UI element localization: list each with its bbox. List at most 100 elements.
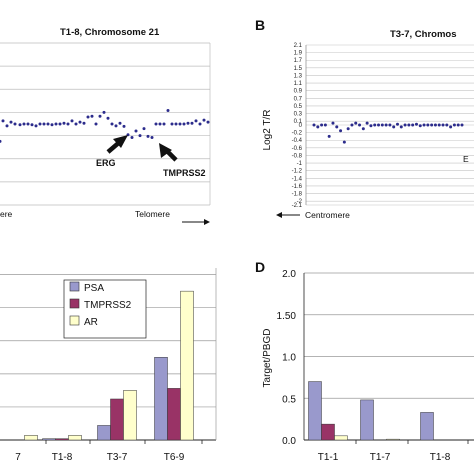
panel-d-label: D — [255, 259, 265, 275]
legend-label: TMPRSS2 — [84, 300, 132, 311]
data-point — [146, 134, 150, 138]
data-point — [384, 123, 388, 127]
data-point — [70, 119, 74, 123]
data-point — [66, 122, 70, 126]
data-point — [18, 123, 22, 127]
data-point — [395, 122, 399, 126]
bar — [123, 390, 137, 441]
data-point — [130, 136, 134, 139]
data-point — [377, 123, 381, 127]
y-tick-label: -0.8 — [292, 153, 303, 159]
y-tick-label: -0.6 — [292, 146, 303, 152]
bar — [420, 412, 434, 441]
data-point — [449, 125, 453, 129]
legend-swatch — [69, 315, 80, 326]
y-tick-label: 0.5 — [294, 104, 303, 110]
chart-b-x-left-label: Centromere — [305, 210, 350, 220]
data-point — [339, 129, 343, 133]
data-point — [316, 125, 320, 129]
data-point — [94, 122, 98, 126]
arrow-erg-icon — [106, 135, 128, 154]
data-point — [335, 125, 339, 129]
chart-a-x-left-label: ere — [0, 209, 13, 219]
chart-a-x-right-label: Telomere — [135, 209, 170, 219]
data-point — [411, 123, 415, 127]
chart-b-y-label: Log2 T/R — [262, 110, 273, 151]
data-point — [138, 134, 142, 138]
y-tick-label: 2.0 — [282, 269, 296, 280]
data-point — [118, 121, 122, 125]
data-point — [312, 123, 316, 127]
data-point — [430, 123, 434, 127]
chart-d-grid — [303, 272, 474, 441]
bar — [97, 425, 111, 441]
data-point — [142, 127, 146, 131]
annotation-tmprss2: TMPRSS2 — [163, 168, 206, 178]
x-tick-label: T1-1 — [318, 452, 339, 463]
chart-a-points — [0, 109, 210, 143]
data-point — [46, 122, 50, 126]
x-tick-label: 7 — [15, 452, 21, 463]
panel-c: 7 T1-8 T3-7 T6-9 PSA TMPRSS2 AR — [0, 268, 217, 463]
data-point — [186, 121, 190, 125]
data-point — [346, 127, 350, 131]
data-point — [388, 123, 392, 127]
data-point — [34, 124, 38, 128]
y-tick-label: -2 — [297, 199, 303, 205]
panel-d: D 0.0 0.5 1.0 1.50 2.0 T1-1 T1-7 T1-8 Target/P… — [255, 259, 474, 463]
legend-swatch — [69, 298, 80, 309]
data-point — [365, 121, 369, 125]
legend-label: PSA — [84, 283, 104, 294]
data-point — [122, 124, 126, 128]
y-tick-label: 1.5 — [294, 66, 303, 72]
data-point — [114, 124, 118, 128]
chart-d-y-ticks: 0.0 0.5 1.0 1.50 2.0 — [277, 269, 297, 447]
arrow-left-icon — [276, 212, 300, 218]
data-point — [361, 127, 365, 131]
x-tick-label: T1-7 — [370, 452, 391, 463]
x-tick-label: T1-8 — [52, 452, 73, 463]
y-tick-label: -1.6 — [292, 184, 303, 190]
data-point — [418, 124, 422, 128]
data-point — [90, 114, 94, 118]
data-point — [350, 123, 354, 127]
data-point — [399, 125, 403, 129]
data-point — [327, 134, 331, 138]
data-point — [460, 123, 464, 127]
legend-swatch — [69, 281, 80, 292]
data-point — [42, 122, 46, 126]
chart-b-y-ticks: 2.11.91.71.51.31.10.90.70.50.30.10-0.2-0… — [292, 43, 303, 209]
y-tick-label: 1.1 — [294, 81, 303, 87]
data-point — [166, 109, 170, 112]
data-point — [174, 122, 178, 126]
data-point — [162, 122, 166, 126]
data-point — [320, 123, 324, 127]
data-point — [342, 140, 346, 144]
data-point — [190, 121, 194, 125]
data-point — [422, 123, 426, 127]
chart-b-points — [312, 121, 464, 144]
data-point — [206, 120, 210, 124]
data-point — [13, 122, 17, 126]
data-point — [403, 123, 407, 127]
data-point — [158, 122, 162, 126]
annotation-erg: ERG — [96, 158, 116, 168]
data-point — [380, 123, 384, 127]
data-point — [178, 122, 182, 126]
data-point — [456, 123, 460, 127]
bar — [180, 290, 194, 441]
y-tick-label: 0.1 — [294, 119, 303, 125]
data-point — [198, 122, 202, 126]
data-point — [1, 119, 5, 123]
chart-d-bars — [308, 381, 434, 441]
y-tick-label: -0.4 — [292, 138, 303, 144]
y-tick-label: 0.9 — [294, 89, 303, 95]
chart-b-grid — [305, 44, 474, 206]
data-point — [445, 123, 449, 127]
data-point — [38, 122, 42, 126]
data-point — [414, 122, 418, 126]
bar — [68, 435, 82, 441]
data-point — [150, 136, 154, 139]
bar — [360, 399, 374, 441]
chart-b-title: T3-7, Chromos — [390, 29, 457, 40]
